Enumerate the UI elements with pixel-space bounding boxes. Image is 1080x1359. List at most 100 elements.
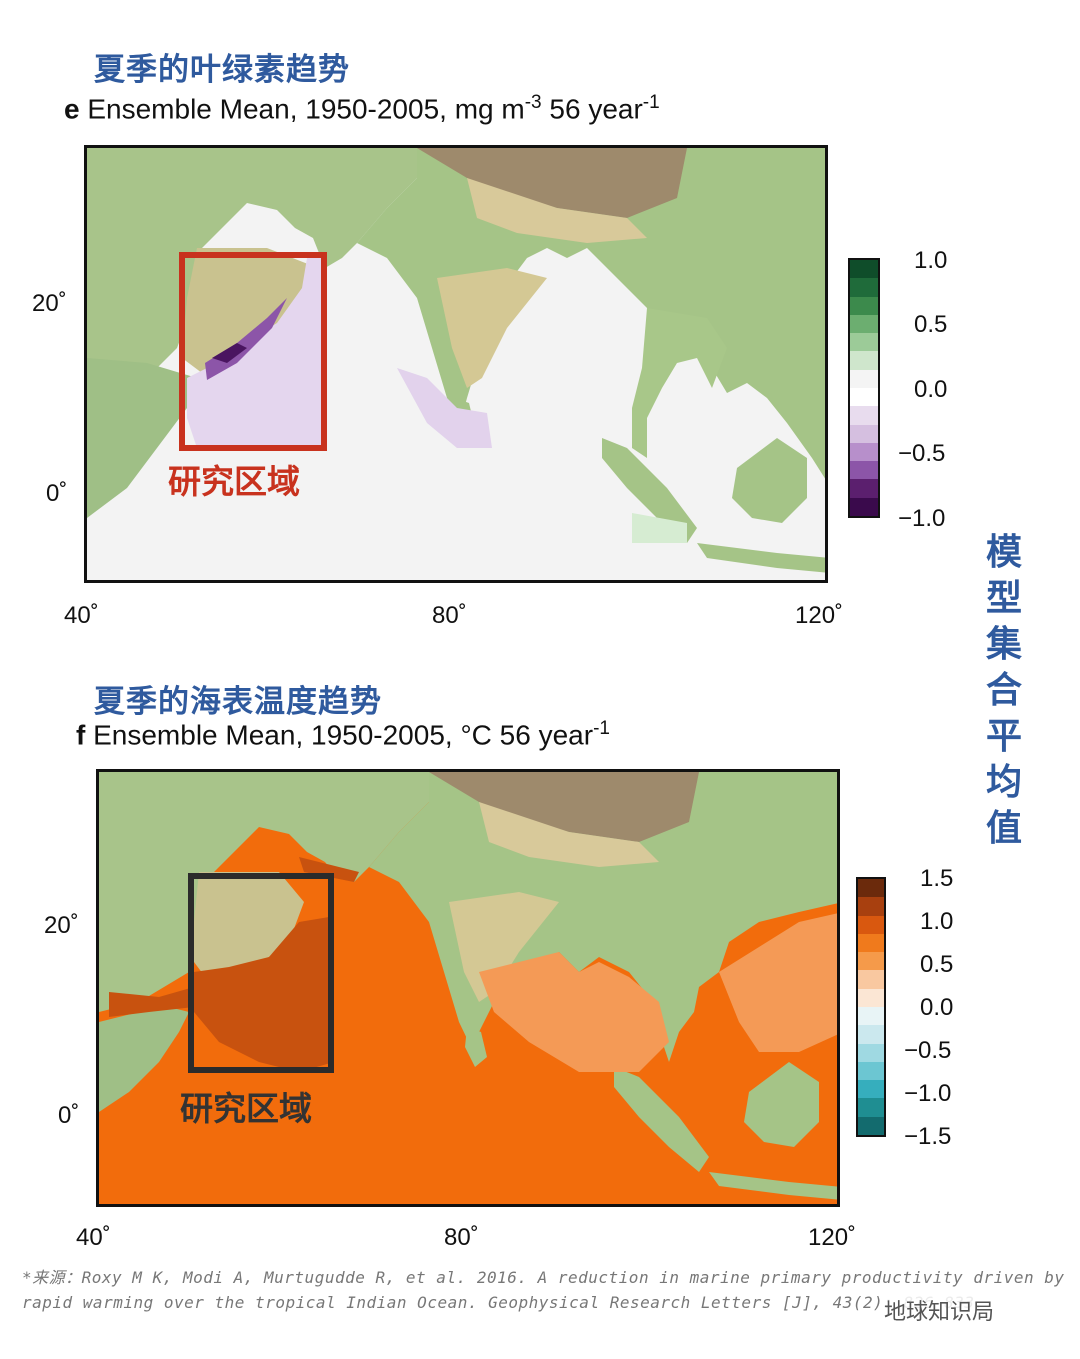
sst-moderate-bay-of-bengal	[479, 952, 669, 1072]
panel-f-lon-120: 120˚	[808, 1224, 857, 1251]
study-region-box-f	[188, 873, 334, 1073]
panel-e-colorbar-label-3: 0.0	[914, 376, 948, 403]
land-arabia-africa-f	[99, 772, 429, 1012]
sst-strong-somali	[109, 987, 194, 1017]
panel-e-lat-20: 20˚	[32, 290, 67, 317]
panel-e-lon-80: 80˚	[432, 602, 467, 629]
land-arabia	[182, 248, 313, 373]
panel-e-colorbar-swatch	[850, 387, 878, 407]
land-arabia-africa	[87, 148, 417, 448]
land-sri-lanka-f	[465, 1027, 487, 1067]
panel-e-letter: e	[64, 93, 80, 125]
chlorophyll-map-graphic	[87, 148, 825, 573]
panel-f-colorbar-label-2: 1.0	[920, 908, 954, 935]
land-java-f	[709, 1172, 837, 1200]
model-ensemble-mean-label: 模型集合平均值	[985, 532, 1022, 849]
panel-e-colorbar-swatch	[850, 260, 878, 279]
land-india-inner-f	[449, 892, 559, 1002]
panel-f-colorbar-swatch	[858, 879, 884, 898]
panel-f-title: f Ensemble Mean, 1950-2005, °C 56 year-1	[76, 718, 610, 751]
panel-e-lon-120: 120˚	[795, 602, 844, 629]
land-tibet-fringe-f	[479, 802, 659, 867]
panel-f-letter: f	[76, 719, 86, 751]
panel-e-lat-0: 0˚	[46, 480, 68, 507]
panel-f-colorbar-label-4: 0.0	[920, 994, 954, 1021]
land-indochina	[632, 308, 727, 458]
sst-trend-map	[96, 769, 840, 1207]
panel-e-title-text: Ensemble Mean, 1950-2005, mg m	[87, 93, 525, 125]
sst-moderate-south-china-sea	[719, 913, 837, 1052]
land-borneo	[732, 438, 807, 523]
panel-f-lon-80: 80˚	[444, 1224, 479, 1251]
panel-f-lat-20: 20˚	[44, 912, 79, 939]
sst-map-graphic	[99, 772, 837, 1200]
panel-f-colorbar-swatch	[858, 1025, 884, 1044]
panel-e-colorbar-swatch	[850, 369, 878, 388]
panel-f-colorbar-label-5: −0.5	[904, 1037, 952, 1064]
land-tibet-fringe	[467, 178, 647, 243]
panel-f-lat-0: 0˚	[58, 1102, 80, 1129]
chlorophyll-decline-deep	[212, 343, 247, 363]
panel-e-colorbar-swatch	[850, 424, 878, 443]
panel-e-colorbar-swatch	[850, 497, 878, 516]
panel-f-chinese-title: 夏季的海表温度趋势	[94, 684, 382, 720]
land-sumatra	[602, 438, 697, 543]
panel-f-colorbar-swatch	[858, 952, 884, 971]
panel-f-study-region-label: 研究区域	[180, 1089, 312, 1128]
chlorophyll-decline-india-coast	[397, 368, 492, 448]
panel-f-colorbar-label-1: 1.5	[920, 865, 954, 892]
panel-e-colorbar-label-2: 0.5	[914, 311, 948, 338]
panel-f-colorbar-swatch	[858, 988, 884, 1007]
panel-e-title: e Ensemble Mean, 1950-2005, mg m-3 56 ye…	[64, 92, 660, 125]
panel-f-colorbar-swatch	[858, 1043, 884, 1062]
panel-f-colorbar-label-7: −1.5	[904, 1123, 952, 1150]
panel-e-colorbar-swatch	[850, 406, 878, 425]
panel-f-colorbar-swatch	[858, 1116, 884, 1135]
land-borneo-f	[744, 1062, 819, 1147]
land-asia	[357, 148, 825, 479]
chlorophyll-trend-map	[84, 145, 828, 583]
land-java	[697, 543, 825, 573]
watermark: 地球知识局	[880, 1292, 999, 1328]
panel-f-colorbar-swatch	[858, 1080, 884, 1099]
sst-strong-arabian-sea	[194, 917, 334, 1072]
panel-e-colorbar-swatch	[850, 461, 878, 480]
land-tibet-f	[429, 772, 699, 842]
panel-e-title-tail: 56 year	[541, 93, 643, 125]
panel-f-colorbar	[856, 877, 886, 1137]
panel-f-colorbar-swatch	[858, 970, 884, 989]
panel-f-title-sup: -1	[593, 718, 610, 739]
panel-f-title-text: Ensemble Mean, 1950-2005, °C 56 year	[93, 719, 594, 751]
panel-e-colorbar-swatch	[850, 442, 878, 462]
panel-f-colorbar-swatch	[858, 933, 884, 953]
panel-e-lon-40: 40˚	[64, 602, 99, 629]
panel-e-colorbar-swatch	[850, 278, 878, 297]
panel-f-colorbar-swatch	[858, 897, 884, 916]
panel-e-colorbar-swatch	[850, 314, 878, 334]
panel-f-lon-40: 40˚	[76, 1224, 111, 1251]
chlorophyll-decline-arabian-sea	[187, 258, 322, 448]
land-arabia-f	[194, 872, 304, 982]
panel-f-colorbar-swatch	[858, 915, 884, 934]
panel-f-colorbar-swatch	[858, 1098, 884, 1117]
land-africa-horn-f	[99, 1007, 189, 1112]
panel-f-colorbar-label-3: 0.5	[920, 951, 954, 978]
panel-e-title-sup: -3	[524, 92, 542, 113]
panel-f-colorbar-swatch	[858, 1061, 884, 1081]
panel-e-colorbar-label-5: −1.0	[898, 505, 946, 532]
panel-e-study-region-label: 研究区域	[168, 462, 300, 501]
panel-e-colorbar-label-4: −0.5	[898, 440, 946, 467]
panel-f-colorbar-label-6: −1.0	[904, 1080, 952, 1107]
source-citation: *来源：Roxy M K, Modi A, Murtugudde R, et a…	[22, 1268, 1065, 1312]
panel-e-colorbar-swatch	[850, 479, 878, 498]
panel-e-chinese-title: 夏季的叶绿素趋势	[94, 52, 350, 88]
sst-strong-gulf	[299, 857, 359, 882]
land-tibet	[417, 148, 687, 218]
panel-e-colorbar-label-1: 1.0	[914, 247, 948, 274]
panel-e-colorbar	[848, 258, 880, 518]
panel-f-colorbar-swatch	[858, 1006, 884, 1026]
panel-e-colorbar-swatch	[850, 296, 878, 315]
study-region-box-e	[179, 252, 327, 451]
land-india-inner	[437, 268, 547, 388]
chlorophyll-increase-sumatra	[632, 513, 687, 543]
